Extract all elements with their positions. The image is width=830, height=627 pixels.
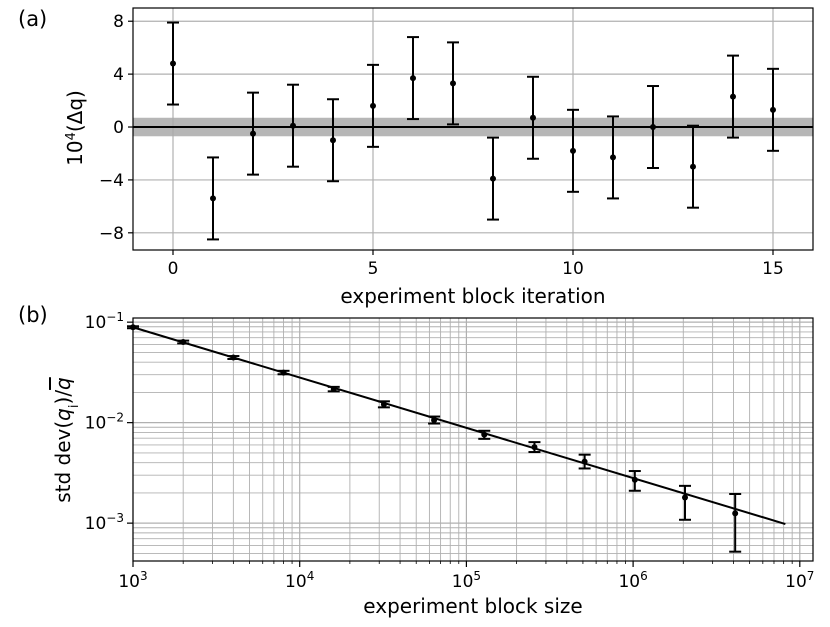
panel-a-xtick-label-1: 5	[368, 259, 379, 279]
panel-a-point-10	[570, 147, 576, 154]
panel-b-xtick-label-0: 103	[118, 569, 147, 592]
panel-a-point-12	[650, 124, 656, 131]
panel-b-y-axis-label-bar: q	[51, 377, 75, 390]
panel-b-y-axis-label: std dev(qi)/q	[51, 377, 82, 503]
panel-b-point-8	[531, 444, 538, 451]
panel-b-point-7	[481, 431, 488, 438]
panel-b-xtick-label-4: 107	[785, 569, 814, 592]
panel-b-point-2	[230, 354, 237, 361]
panel-a-x-axis-label: experiment block iteration	[340, 284, 605, 308]
panel-a-point-13	[690, 163, 696, 170]
panel-b-xtick-label-2-base: 10	[452, 572, 474, 592]
panel-a-label: (a)	[18, 7, 47, 31]
panel-a-reference-band	[133, 117, 813, 137]
panel-b-y-axis-label-sub: i	[67, 404, 82, 408]
panel-b-ytick-label-0: 10−1	[85, 310, 124, 333]
panel-b-ytick-label-0-base: 10	[85, 313, 107, 333]
panel-a-ytick-label-1: 4	[113, 65, 124, 85]
panel-a-xtick-label-0: 0	[168, 259, 179, 279]
panel-b-point-11	[681, 494, 688, 501]
panel-b-xtick-label-3: 106	[618, 569, 647, 592]
panel-b-point-5	[380, 401, 387, 408]
panel-b-point-6	[431, 417, 438, 424]
panel-a-point-15	[770, 106, 776, 113]
panel-a-xtick-label-3: 15	[762, 259, 784, 279]
panel-a-point-11	[610, 154, 616, 161]
panel-a-point-9	[530, 114, 536, 121]
panel-b-label: (b)	[18, 303, 48, 327]
panel-b-ytick-label-2-exponent: −3	[106, 511, 124, 525]
panel-a-frame	[132, 7, 814, 251]
panel-b-y-axis-label-main: std dev(	[51, 421, 75, 503]
panel-a-ytick-label-0: 8	[113, 12, 124, 32]
panel-a-ytick-label-3: −4	[99, 171, 124, 191]
panel-b-point-10	[631, 476, 638, 483]
panel-b-ytick-label-1-exponent: −2	[106, 411, 124, 425]
panel-b-ytick-label-2: 10−3	[85, 511, 124, 534]
panel-b-xtick-label-4-base: 10	[785, 572, 807, 592]
panel-b-xtick-label-1-exponent: 4	[307, 569, 315, 583]
panel-a-y-axis-label-rest: (Δq)	[63, 90, 87, 132]
panel-a-point-5	[370, 102, 376, 109]
panel-b-ytick-label-0-exponent: −1	[106, 310, 124, 324]
panel-a-point-0	[170, 60, 176, 67]
panel-a-y-axis-label-base: 10	[63, 140, 87, 165]
panel-b-ytick-label-1-base: 10	[85, 414, 107, 434]
panel-a-point-14	[730, 93, 736, 100]
panel-a-point-4	[330, 137, 336, 144]
panel-b-fit-line	[132, 326, 786, 525]
panel-b-data	[127, 324, 786, 553]
panel-b-frame	[132, 317, 814, 562]
panel-b-xtick-label-1-base: 10	[285, 572, 307, 592]
panel-a-point-3	[290, 122, 296, 129]
panel-b-xtick-label-2: 105	[452, 569, 481, 592]
panel-a-data	[167, 21, 779, 241]
panel-b-y-axis-label-mid: )/	[51, 390, 75, 405]
panel-b-grid	[132, 318, 813, 561]
panel-a-point-6	[410, 75, 416, 82]
panel-b-xtick-label-0-base: 10	[118, 572, 140, 592]
panel-a-y-axis-label-exponent: 4	[64, 132, 79, 140]
panel-a-y-axis-label: 104(Δq)	[63, 90, 87, 166]
panel-b-point-1	[180, 338, 187, 345]
panel-a-chart: 0 5 10 15 8 4 0 −4 −8 (a) experiment block itera…	[18, 7, 814, 308]
panel-a-ytick-label-4: −8	[99, 224, 124, 244]
panel-b-xtick-label-3-base: 10	[618, 572, 640, 592]
panel-b-xtick-label-1: 104	[285, 569, 314, 592]
panel-a-point-1	[210, 195, 216, 202]
panel-b-xtick-label-2-exponent: 5	[473, 569, 481, 583]
panel-b-point-9	[581, 458, 588, 465]
panel-a-ticks: 0 5 10 15 8 4 0 −4 −8	[99, 12, 784, 279]
panel-b-point-4	[330, 386, 337, 393]
panel-a-point-8	[490, 175, 496, 182]
panel-a-point-2	[250, 130, 256, 137]
panel-a-xtick-label-2: 10	[562, 259, 584, 279]
panel-b-point-3	[280, 369, 287, 376]
panel-a-point-7	[450, 80, 456, 87]
panel-b-ytick-label-2-base: 10	[85, 514, 107, 534]
panel-b-xtick-label-3-exponent: 6	[640, 569, 648, 583]
panel-b-point-12	[732, 510, 739, 517]
panel-b-x-axis-label: experiment block size	[363, 594, 582, 618]
panel-b-xtick-label-4-exponent: 7	[807, 569, 815, 583]
panel-b-y-axis-label-var: q	[51, 408, 75, 421]
panel-b-xtick-label-0-exponent: 3	[140, 569, 148, 583]
panel-b-ytick-label-1: 10−2	[85, 411, 124, 434]
panel-a-ytick-label-2: 0	[113, 118, 124, 138]
